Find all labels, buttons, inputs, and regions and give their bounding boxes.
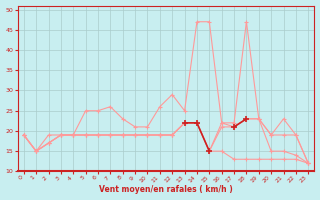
X-axis label: Vent moyen/en rafales ( km/h ): Vent moyen/en rafales ( km/h ) xyxy=(99,185,233,194)
